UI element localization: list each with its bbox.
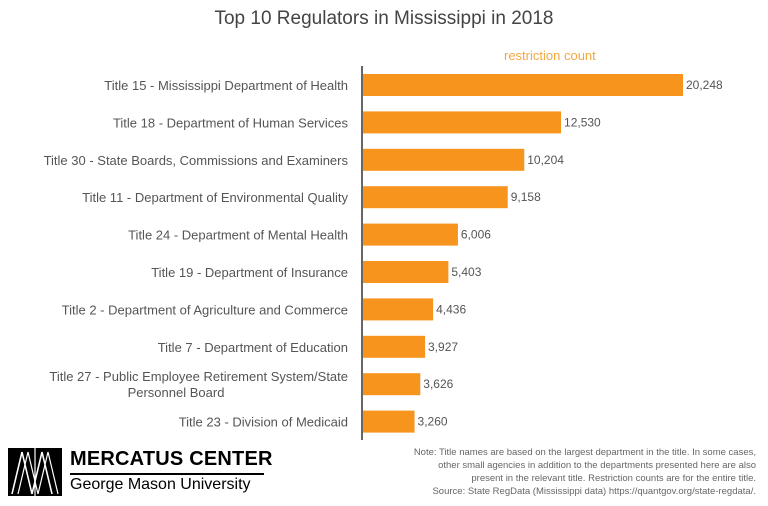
category-label: Title 15 - Mississippi Department of Hea… xyxy=(104,78,348,93)
category-label: Title 7 - Department of Education xyxy=(158,340,348,355)
category-label: Title 11 - Department of Environmental Q… xyxy=(82,190,348,205)
bar xyxy=(363,335,426,358)
value-label: 10,204 xyxy=(527,153,564,167)
value-label: 6,006 xyxy=(461,228,491,242)
logo-divider xyxy=(70,473,264,475)
logo-mark-icon xyxy=(8,448,62,496)
bar xyxy=(363,298,434,321)
value-label: 3,260 xyxy=(418,415,448,429)
footnote-line: Note: Title names are based on the large… xyxy=(413,447,756,458)
category-label: Title 2 - Department of Agriculture and … xyxy=(62,302,348,317)
bar xyxy=(363,410,415,433)
category-label: Title 19 - Department of Insurance xyxy=(151,265,348,280)
footnote-line: Source: State RegData (Mississippi data)… xyxy=(432,486,756,497)
value-label: 9,158 xyxy=(511,190,541,204)
category-label: Title 23 - Division of Medicaid xyxy=(179,415,348,430)
bar xyxy=(363,186,508,209)
category-label: Title 18 - Department of Human Services xyxy=(113,115,349,130)
category-label: Personnel Board xyxy=(128,385,225,400)
series-label: restriction count xyxy=(504,48,596,63)
footnote-line: other small agencies in addition to the … xyxy=(438,460,756,471)
value-label: 5,403 xyxy=(451,265,481,279)
footnote-line: present in the relevant title. Restricti… xyxy=(471,473,756,484)
bar xyxy=(363,111,562,134)
bar xyxy=(363,223,458,246)
value-label: 4,436 xyxy=(436,302,466,316)
category-label: Title 30 - State Boards, Commissions and… xyxy=(44,153,349,168)
value-label: 20,248 xyxy=(686,78,723,92)
bar xyxy=(363,261,449,283)
value-label: 3,626 xyxy=(423,377,453,391)
bar-chart: 20,248 Title 15 - Mississippi Department … xyxy=(44,66,723,440)
value-label: 12,530 xyxy=(564,115,601,129)
chart-title: Top 10 Regulators in Mississippi in 2018 xyxy=(214,8,554,29)
logo-line1: MERCATUS CENTER xyxy=(70,448,273,470)
bar xyxy=(363,373,421,396)
category-label: Title 27 - Public Employee Retirement Sy… xyxy=(49,369,348,384)
bar xyxy=(363,74,683,96)
value-label: 3,927 xyxy=(428,340,458,354)
footnote: Note: Title names are based on the large… xyxy=(356,446,756,498)
logo-line2: George Mason University xyxy=(70,476,251,493)
mercatus-logo: MERCATUS CENTER George Mason University xyxy=(8,448,272,496)
bar xyxy=(363,148,525,171)
category-label: Title 24 - Department of Mental Health xyxy=(128,228,348,243)
